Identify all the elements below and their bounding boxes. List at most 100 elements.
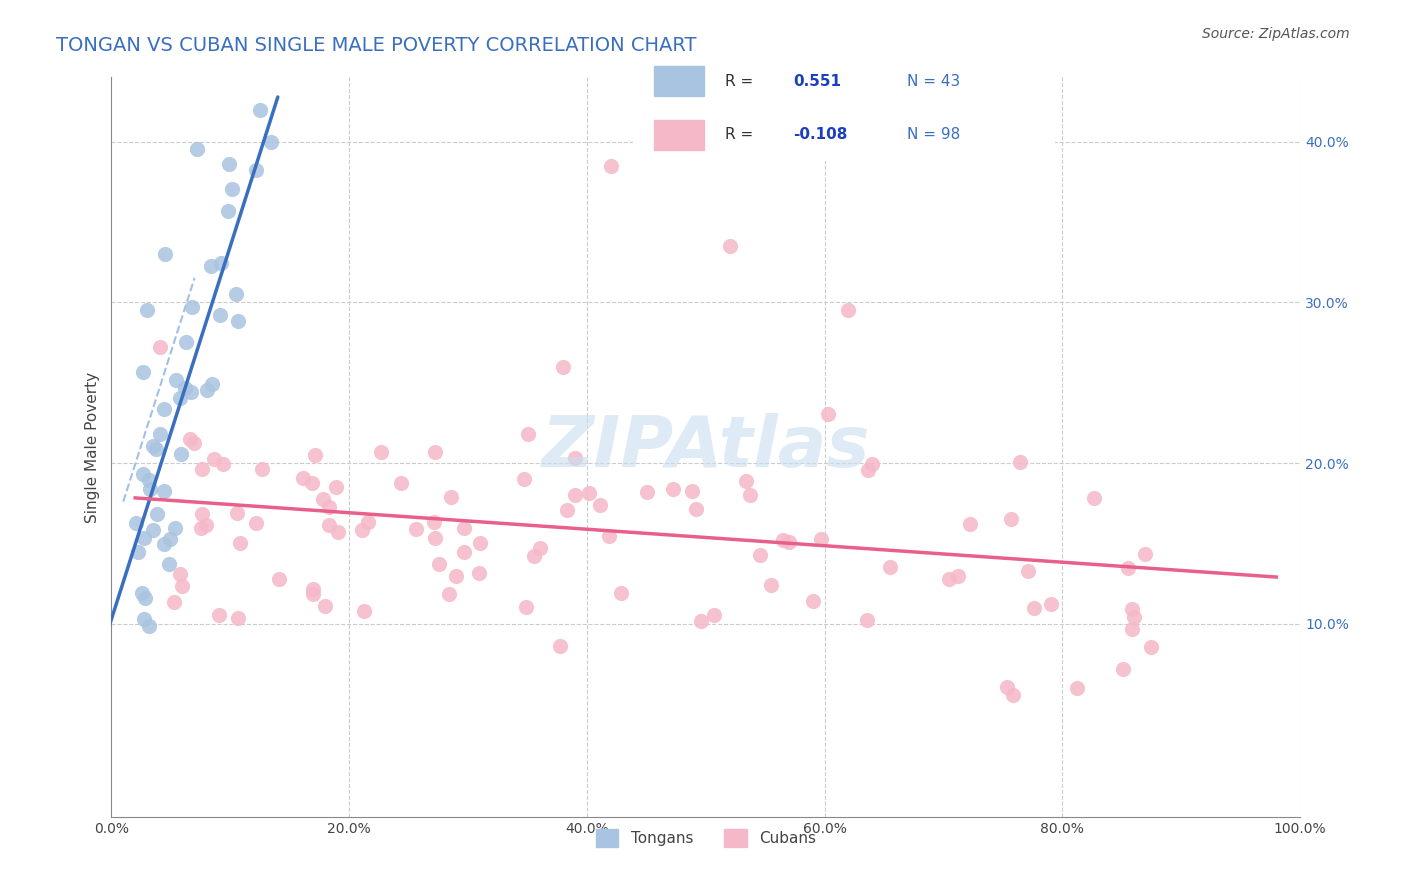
Point — [879, 559, 901, 574]
Point — [685, 502, 707, 516]
Point — [180, 385, 202, 400]
Point — [191, 462, 214, 476]
FancyBboxPatch shape — [624, 52, 1063, 162]
Point — [304, 448, 326, 462]
Point — [1039, 598, 1062, 612]
Point — [1083, 491, 1105, 505]
Point — [138, 618, 160, 632]
Point — [186, 142, 208, 156]
Text: N = 98: N = 98 — [907, 128, 960, 143]
Point — [209, 308, 232, 322]
Legend: Tongans, Cubans: Tongans, Cubans — [589, 822, 823, 854]
Y-axis label: Single Male Poverty: Single Male Poverty — [86, 371, 100, 523]
Point — [179, 433, 201, 447]
Point — [609, 585, 631, 599]
Point — [470, 535, 492, 549]
Point — [468, 566, 491, 581]
Point — [938, 572, 960, 586]
Point — [125, 516, 148, 530]
Point — [437, 587, 460, 601]
Point — [209, 256, 232, 270]
Point — [959, 517, 981, 532]
Point — [1000, 512, 1022, 526]
Point — [578, 486, 600, 500]
Point — [598, 529, 620, 543]
Point — [778, 535, 800, 549]
Point — [636, 485, 658, 500]
Point — [817, 407, 839, 421]
Point — [425, 445, 447, 459]
Point — [138, 473, 160, 487]
Point — [748, 548, 770, 562]
Point — [405, 522, 427, 536]
Point — [200, 259, 222, 273]
Bar — [654, 66, 704, 96]
Point — [195, 517, 218, 532]
Point — [250, 462, 273, 476]
Point — [201, 376, 224, 391]
Point — [738, 488, 761, 502]
Point — [1024, 601, 1046, 615]
Point — [195, 383, 218, 397]
Point — [149, 340, 172, 354]
Point — [142, 523, 165, 537]
Point — [146, 507, 169, 521]
Point — [995, 680, 1018, 694]
Point — [245, 516, 267, 530]
Point — [837, 303, 859, 318]
Point — [132, 531, 155, 545]
Point — [325, 480, 347, 494]
Point — [152, 537, 174, 551]
Point — [208, 607, 231, 622]
Text: N = 43: N = 43 — [907, 74, 960, 89]
Point — [662, 483, 685, 497]
Point — [453, 545, 475, 559]
Point — [260, 136, 283, 150]
Point — [153, 483, 176, 498]
Point — [225, 286, 247, 301]
Point — [183, 436, 205, 450]
Point — [803, 594, 825, 608]
Point — [226, 314, 249, 328]
Point — [423, 515, 446, 529]
Point — [1116, 560, 1139, 574]
Point — [131, 467, 153, 481]
Point — [169, 391, 191, 405]
Point — [142, 439, 165, 453]
Point — [523, 549, 546, 563]
Text: Source: ZipAtlas.com: Source: ZipAtlas.com — [1202, 27, 1350, 41]
Point — [810, 532, 832, 546]
Point — [356, 515, 378, 529]
Point — [131, 365, 153, 379]
Point — [548, 639, 571, 653]
Point — [759, 578, 782, 592]
Point — [860, 457, 883, 471]
Point — [427, 557, 450, 571]
Point — [174, 381, 197, 395]
Point — [136, 303, 159, 318]
Bar — [654, 120, 704, 150]
Point — [589, 498, 612, 512]
Text: 0.551: 0.551 — [793, 74, 841, 89]
Point — [599, 159, 621, 173]
Point — [221, 182, 243, 196]
Text: R =: R = — [725, 74, 759, 89]
Point — [564, 451, 586, 466]
Point — [163, 521, 186, 535]
Point — [512, 472, 534, 486]
Point — [856, 463, 879, 477]
Point — [352, 524, 374, 538]
Point — [217, 204, 239, 219]
Text: -0.108: -0.108 — [793, 128, 848, 143]
Point — [703, 608, 725, 623]
Text: R =: R = — [725, 128, 759, 143]
Point — [245, 162, 267, 177]
Point — [170, 447, 193, 461]
Point — [314, 599, 336, 614]
Point — [318, 500, 340, 514]
Point — [1001, 688, 1024, 702]
Point — [1122, 610, 1144, 624]
Point — [291, 471, 314, 485]
Point — [1008, 455, 1031, 469]
Point — [353, 603, 375, 617]
